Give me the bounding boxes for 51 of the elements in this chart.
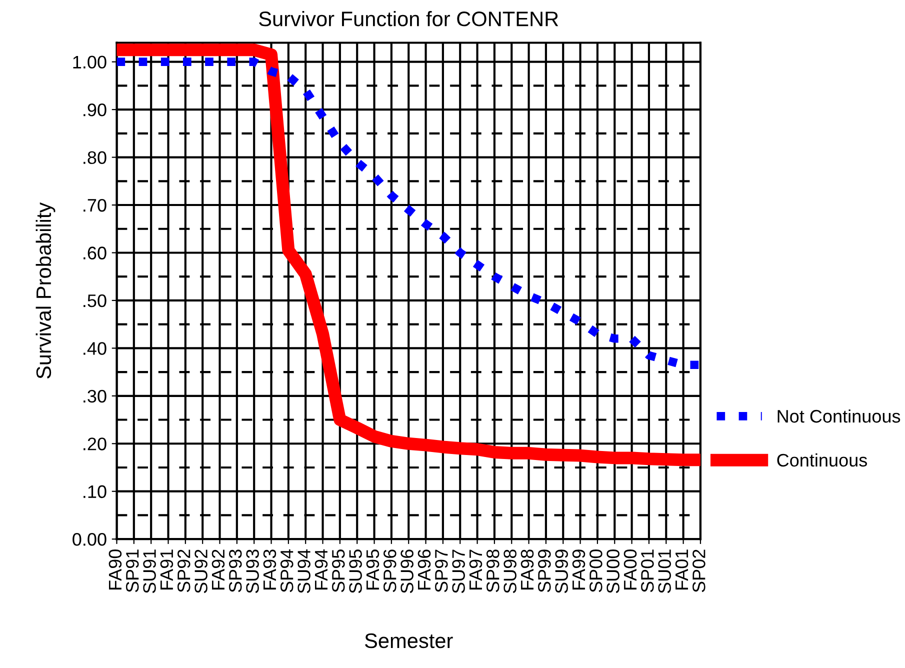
x-tick-label: SU92 xyxy=(194,550,208,594)
y-tick-label: .70 xyxy=(84,198,106,212)
x-tick-label: SU91 xyxy=(143,550,156,594)
y-tick-label: .10 xyxy=(84,485,106,498)
chart-title: Survivor Function for CONTENR xyxy=(259,10,558,26)
x-tick-label: SU95 xyxy=(349,550,362,594)
x-tick-label: SP96 xyxy=(384,550,396,592)
x-tick-label: SU99 xyxy=(555,550,568,594)
x-tick-label: FA97 xyxy=(469,550,482,590)
y-tick-label: .50 xyxy=(84,294,106,308)
x-tick-label: FA01 xyxy=(675,550,688,590)
x-tick-label: SU94 xyxy=(298,549,310,594)
x-tick-label: SP92 xyxy=(177,550,190,592)
x-tick-label: FA93 xyxy=(263,550,276,590)
y-tick-label: .60 xyxy=(84,246,106,260)
x-tick-label: FA98 xyxy=(520,550,534,590)
x-tick-label: FA95 xyxy=(366,550,380,590)
x-tick-label: FA91 xyxy=(160,550,174,590)
y-tick-label: .30 xyxy=(84,390,106,403)
x-tick-label: SP00 xyxy=(590,550,602,592)
x-tick-label: SU98 xyxy=(504,550,516,594)
x-tick-label: SP94 xyxy=(280,549,294,592)
x-tick-label: FA90 xyxy=(108,550,122,590)
x-tick-label: SU96 xyxy=(400,550,414,594)
y-tick-label: .80 xyxy=(84,151,106,164)
legend-label: Continuous xyxy=(777,453,867,467)
x-tick-label: SU01 xyxy=(658,550,671,594)
x-tick-label: SU93 xyxy=(246,550,259,594)
x-tick-label: SP99 xyxy=(538,550,551,592)
x-axis-title: Semester xyxy=(364,633,453,648)
x-tick-label: SP93 xyxy=(228,550,242,592)
y-axis-title: Survival Probability xyxy=(36,202,56,379)
x-tick-label: SP91 xyxy=(126,550,139,592)
y-tick-label: 1.00 xyxy=(73,56,106,69)
x-tick-label: FA96 xyxy=(418,550,431,590)
x-tick-label: SU97 xyxy=(452,550,465,594)
x-tick-label: FA99 xyxy=(572,550,586,590)
x-tick-label: SP98 xyxy=(486,550,500,592)
x-tick-label: FA94 xyxy=(314,549,328,590)
legend-label: Not Continuous xyxy=(778,409,900,423)
x-tick-label: SP02 xyxy=(692,550,706,592)
x-tick-label: SP97 xyxy=(435,550,448,592)
x-tick-label: FA92 xyxy=(212,550,225,590)
x-tick-label: FA00 xyxy=(624,550,637,590)
y-tick-label: .40 xyxy=(84,342,106,355)
y-tick-label: .90 xyxy=(84,104,106,116)
x-tick-label: SU00 xyxy=(606,550,620,594)
y-tick-label: 0.00 xyxy=(72,533,106,546)
x-tick-label: SP95 xyxy=(332,550,345,592)
x-tick-label: SP01 xyxy=(641,550,654,592)
y-tick-label: .20 xyxy=(84,438,106,450)
